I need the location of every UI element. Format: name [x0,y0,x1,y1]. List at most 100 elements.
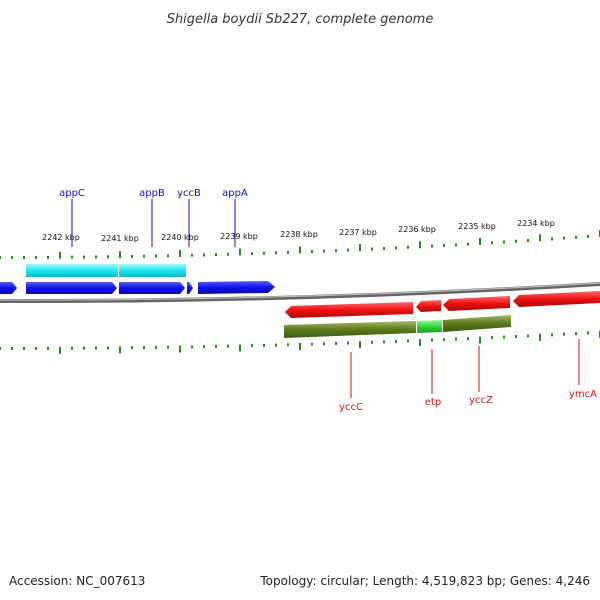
genome-backbone [0,282,600,304]
minor-tick [275,251,277,255]
minor-tick [107,255,109,259]
scale-tick-labels: 2242 kbp 2241 kbp 2240 kbp 2239 kbp 2238… [42,219,555,243]
minor-tick [407,339,409,343]
minor-tick [323,249,325,253]
minor-tick [0,256,1,259]
major-tick [179,345,181,353]
minor-tick [287,343,289,347]
minor-tick [443,338,445,342]
major-tick [479,237,481,245]
minor-tick [83,346,85,350]
minor-tick [575,332,577,336]
gene-label-appB[interactable]: appB [139,188,165,199]
tick-label: 2239 kbp [220,232,258,241]
outer-tick-ring [0,230,600,259]
topology-text: Topology: circular; Length: 4,519,823 bp… [260,574,590,588]
minor-tick [371,340,373,344]
minor-tick [347,341,349,345]
minor-tick [455,243,457,247]
minor-tick [203,345,205,349]
minor-tick [251,344,253,348]
minor-tick [215,253,217,257]
operon-block[interactable] [119,264,186,277]
minor-tick [23,346,25,350]
minor-tick [515,335,517,339]
major-tick [239,248,241,256]
minor-tick [335,249,337,253]
major-tick [239,344,241,352]
gene-arrow-appC[interactable] [26,282,117,294]
accession-text: Accession: NC_007613 [9,574,146,588]
minor-tick [491,241,493,245]
gene-arrow-etp[interactable] [416,300,441,312]
gene-arrow-partial[interactable] [0,282,17,294]
major-tick [119,251,121,259]
gene-label-yccB[interactable]: yccB [177,188,201,199]
minor-tick [227,344,229,348]
minor-tick [287,250,289,254]
minor-tick [155,254,157,258]
gene-label-etp[interactable]: etp [425,397,441,408]
minor-tick [23,255,25,259]
reverse-gene-labels: yccC etp yccZ ymcA [339,339,597,413]
minor-tick [395,246,397,250]
gene-label-yccC[interactable]: yccC [339,402,363,413]
minor-tick [95,255,97,259]
tick-label: 2238 kbp [280,230,318,239]
minor-tick [71,255,73,259]
minor-tick [131,346,133,350]
inner-tick-ring [0,330,600,354]
minor-tick [143,346,145,350]
forward-gene-track [0,281,275,294]
major-tick [119,346,121,354]
minor-tick [455,337,457,341]
minor-tick [383,340,385,344]
minor-tick [443,243,445,247]
minor-tick [335,341,337,345]
major-tick [479,336,481,344]
reverse-operon-track [284,315,511,338]
minor-tick [347,248,349,252]
operon-block[interactable] [26,264,118,277]
minor-tick [563,332,565,336]
minor-tick [167,254,169,258]
forward-operon-track [26,264,186,277]
gene-arrow-yccB[interactable] [187,282,193,294]
major-tick [359,244,361,252]
minor-tick [251,252,253,256]
gene-label-yccZ[interactable]: yccZ [469,395,493,406]
gene-arrow-ymcA[interactable] [513,291,600,307]
minor-tick [587,331,589,335]
minor-tick [167,345,169,349]
tick-label: 2240 kbp [161,233,199,242]
gene-label-ymcA[interactable]: ymcA [569,389,597,400]
major-tick [539,234,541,242]
minor-tick [323,342,325,346]
major-tick [419,241,421,249]
major-tick [59,251,61,259]
minor-tick [467,337,469,341]
minor-tick [47,346,49,350]
gene-arrow-yccZ[interactable] [443,296,510,311]
operon-block[interactable] [443,315,511,332]
tick-label: 2237 kbp [339,228,377,237]
gene-arrow-yccC[interactable] [285,302,413,318]
operon-block[interactable] [284,321,416,338]
minor-tick [311,250,313,254]
minor-tick [575,235,577,239]
operon-block-highlight[interactable] [417,320,442,333]
reverse-gene-track [285,291,600,318]
minor-tick [0,347,1,350]
minor-tick [551,333,553,337]
minor-tick [431,338,433,342]
minor-tick [407,245,409,249]
minor-tick [263,343,265,347]
gene-arrow-appA[interactable] [198,281,275,294]
genome-backbone-highlight [0,282,600,301]
gene-label-appC[interactable]: appC [59,188,85,199]
tick-label: 2241 kbp [101,234,139,243]
gene-label-appA[interactable]: appA [222,188,248,199]
minor-tick [215,344,217,348]
gene-arrow-appB[interactable] [119,282,185,294]
